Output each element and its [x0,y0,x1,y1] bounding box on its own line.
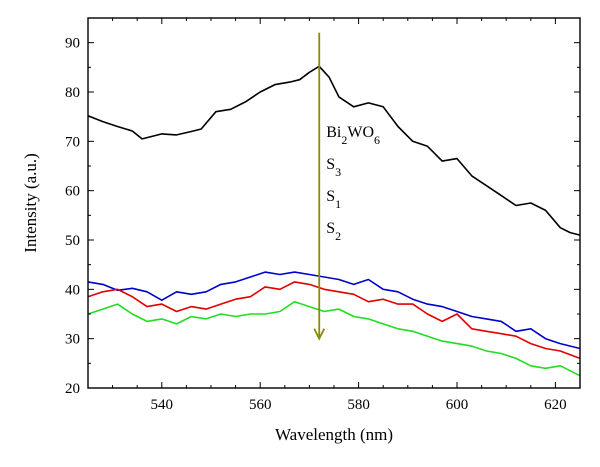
arrow-head [313,328,326,341]
y-tick-label: 20 [65,381,80,397]
y-tick-label: 90 [65,36,80,52]
series-line-0 [87,65,581,236]
y-axis-title: Intensity (a.u.) [21,153,40,253]
x-axis-title: Wavelength (nm) [275,425,393,444]
legend-entry-2: S1 [326,188,341,211]
x-tick-label: 540 [151,397,174,413]
tick-labels: 540 560 580 600 620 20 30 40 50 60 70 80 90 [65,36,567,413]
series-line-1 [87,271,581,350]
y-tick-label: 60 [65,184,80,200]
x-tick-label: 560 [249,397,272,413]
y-tick-label: 70 [65,134,80,150]
series-line-2 [87,281,581,360]
axis-ticks [87,17,581,389]
x-tick-label: 580 [347,397,370,413]
legend-entry-3: S2 [326,220,341,243]
arrow-annotation [313,32,326,341]
x-tick-label: 600 [446,397,469,413]
legend-entry-0: Bi2WO6 [326,124,380,147]
y-tick-label: 40 [65,282,80,298]
plot-lines [87,65,581,377]
x-tick-label: 620 [544,397,567,413]
series-line-3 [87,300,581,377]
legend-entry-1: S3 [326,156,341,179]
y-tick-label: 50 [65,233,80,249]
y-tick-label: 80 [65,85,80,101]
legend: Bi2WO6 S3 S1 S2 [326,124,380,243]
y-tick-label: 30 [65,332,80,348]
